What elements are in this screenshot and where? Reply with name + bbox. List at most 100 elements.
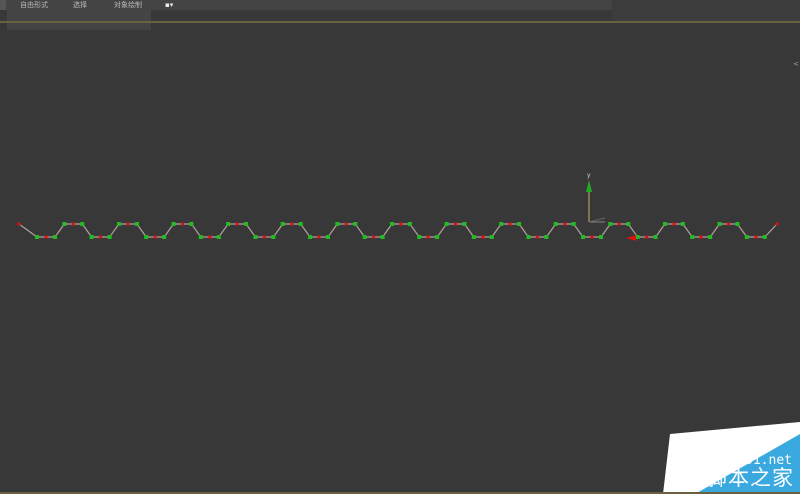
ribbon-edge [0,0,6,10]
spline-vertex[interactable] [144,235,149,239]
spline-vertex[interactable] [635,235,640,239]
spline-vertex[interactable] [517,222,522,226]
spline-vertex[interactable] [444,222,449,226]
spline-vertex[interactable] [735,222,740,226]
spline-segment-midpoint[interactable] [672,222,676,226]
tab-object-paint[interactable]: 对象绘制 [114,1,142,9]
spline-vertex[interactable] [499,222,504,226]
spline-vertex[interactable] [298,222,303,226]
spline-vertex[interactable] [134,222,139,226]
spline-vertex[interactable] [308,235,312,239]
spline-vertex[interactable] [326,235,330,239]
spline-vertex[interactable] [62,222,67,226]
spline-vertex[interactable] [116,222,121,226]
active-viewport-border [0,21,800,23]
spline-vertex[interactable] [198,235,203,239]
viewport-dropdown-icon[interactable]: ▪▾ [165,1,174,9]
wave-spline [17,222,779,239]
transform-gizmo[interactable]: y [586,172,636,241]
spline-vertex[interactable] [362,235,367,239]
spline-segment-midpoint[interactable] [590,235,594,239]
spline-segment-midpoint[interactable] [645,235,649,239]
spline-segment-midpoint[interactable] [208,235,212,239]
spline-vertex[interactable] [162,235,167,239]
spline-vertex[interactable] [489,235,494,239]
spline-vertex[interactable] [690,235,695,239]
spline-segment-midpoint[interactable] [454,222,457,226]
spline-vertex[interactable] [526,235,531,239]
spline-vertex[interactable] [581,235,585,239]
spline-vertex[interactable] [608,222,613,226]
spline-vertex[interactable] [462,222,467,226]
watermark-name: 脚本之家 [706,466,794,490]
spline-vertex[interactable] [53,235,57,239]
spline-vertex[interactable] [407,222,412,226]
spline-vertex[interactable] [471,235,476,239]
spline-vertex[interactable] [544,235,549,239]
viewcube-edge-icon: < [793,60,799,68]
spline-vertex[interactable] [553,222,558,226]
spline-vertex[interactable] [599,235,603,239]
spline-segment-midpoint[interactable] [699,235,703,239]
spline-vertex[interactable] [253,235,258,239]
spline-vertex[interactable] [417,235,422,239]
spline-segment-midpoint[interactable] [262,235,266,239]
spline-vertex[interactable] [708,235,713,239]
spline-vertex[interactable] [226,222,231,226]
spline-vertex[interactable] [717,222,722,226]
spline-segment-midpoint[interactable] [617,222,621,226]
spline-vertex[interactable] [89,235,94,239]
spline-segment-midpoint[interactable] [535,235,539,239]
watermark: jb51.net 脚本之家 [645,422,800,494]
spline-segment-midpoint[interactable] [754,235,758,239]
spline-segment-midpoint[interactable] [235,222,239,226]
spline-segment-midpoint[interactable] [727,222,730,226]
spline-segment-midpoint[interactable] [290,222,294,226]
spline-segment-midpoint[interactable] [153,235,157,239]
spline-segment-midpoint[interactable] [399,222,403,226]
spline-vertex[interactable] [762,235,767,239]
spline-vertex[interactable] [571,222,576,226]
gizmo-x-arrow [626,235,636,241]
tab-selection[interactable]: 选择 [73,1,87,9]
spline-start-vertex[interactable] [17,222,21,226]
ribbon-bar: 自由形式 选择 对象绘制 ▪▾ [0,0,800,10]
gizmo-y-arrow [586,180,592,192]
spline-vertex[interactable] [107,235,112,239]
spline-vertex[interactable] [389,222,394,226]
spline-vertex[interactable] [744,235,749,239]
watermark-site: jb51.net [729,453,792,468]
spline-vertex[interactable] [280,222,285,226]
spline-vertex[interactable] [653,235,658,239]
spline-vertex[interactable] [353,222,358,226]
spline-segment-midpoint[interactable] [563,222,567,226]
spline-vertex[interactable] [626,222,631,226]
tab-freeform[interactable]: 自由形式 [20,1,48,9]
spline-vertex[interactable] [380,235,385,239]
spline-segment-midpoint[interactable] [426,235,430,239]
spline-end-vertex[interactable] [775,222,779,226]
spline-segment-midpoint[interactable] [344,222,348,226]
spline-segment-midpoint[interactable] [181,222,184,226]
spline-segment-midpoint[interactable] [99,235,103,239]
spline-vertex[interactable] [435,235,440,239]
spline-vertex[interactable] [271,235,276,239]
spline-vertex[interactable] [335,222,340,226]
spline-vertex[interactable] [244,222,249,226]
spline-vertex[interactable] [216,235,221,239]
viewport-bottom-border [0,492,800,494]
spline-segment-midpoint[interactable] [481,235,485,239]
spline-vertex[interactable] [35,235,39,239]
spline-segment-midpoint[interactable] [317,235,321,239]
spline-segment-midpoint[interactable] [126,222,130,226]
spline-segment-midpoint[interactable] [508,222,512,226]
spline-segment-midpoint[interactable] [71,222,75,226]
spline-vertex[interactable] [80,222,85,226]
spline-vertex[interactable] [662,222,667,226]
spline-vertex[interactable] [189,222,194,226]
spline-vertex[interactable] [171,222,176,226]
spline-segment-midpoint[interactable] [44,235,48,239]
spline-vertex[interactable] [680,222,685,226]
spline-segment-midpoint[interactable] [372,235,376,239]
